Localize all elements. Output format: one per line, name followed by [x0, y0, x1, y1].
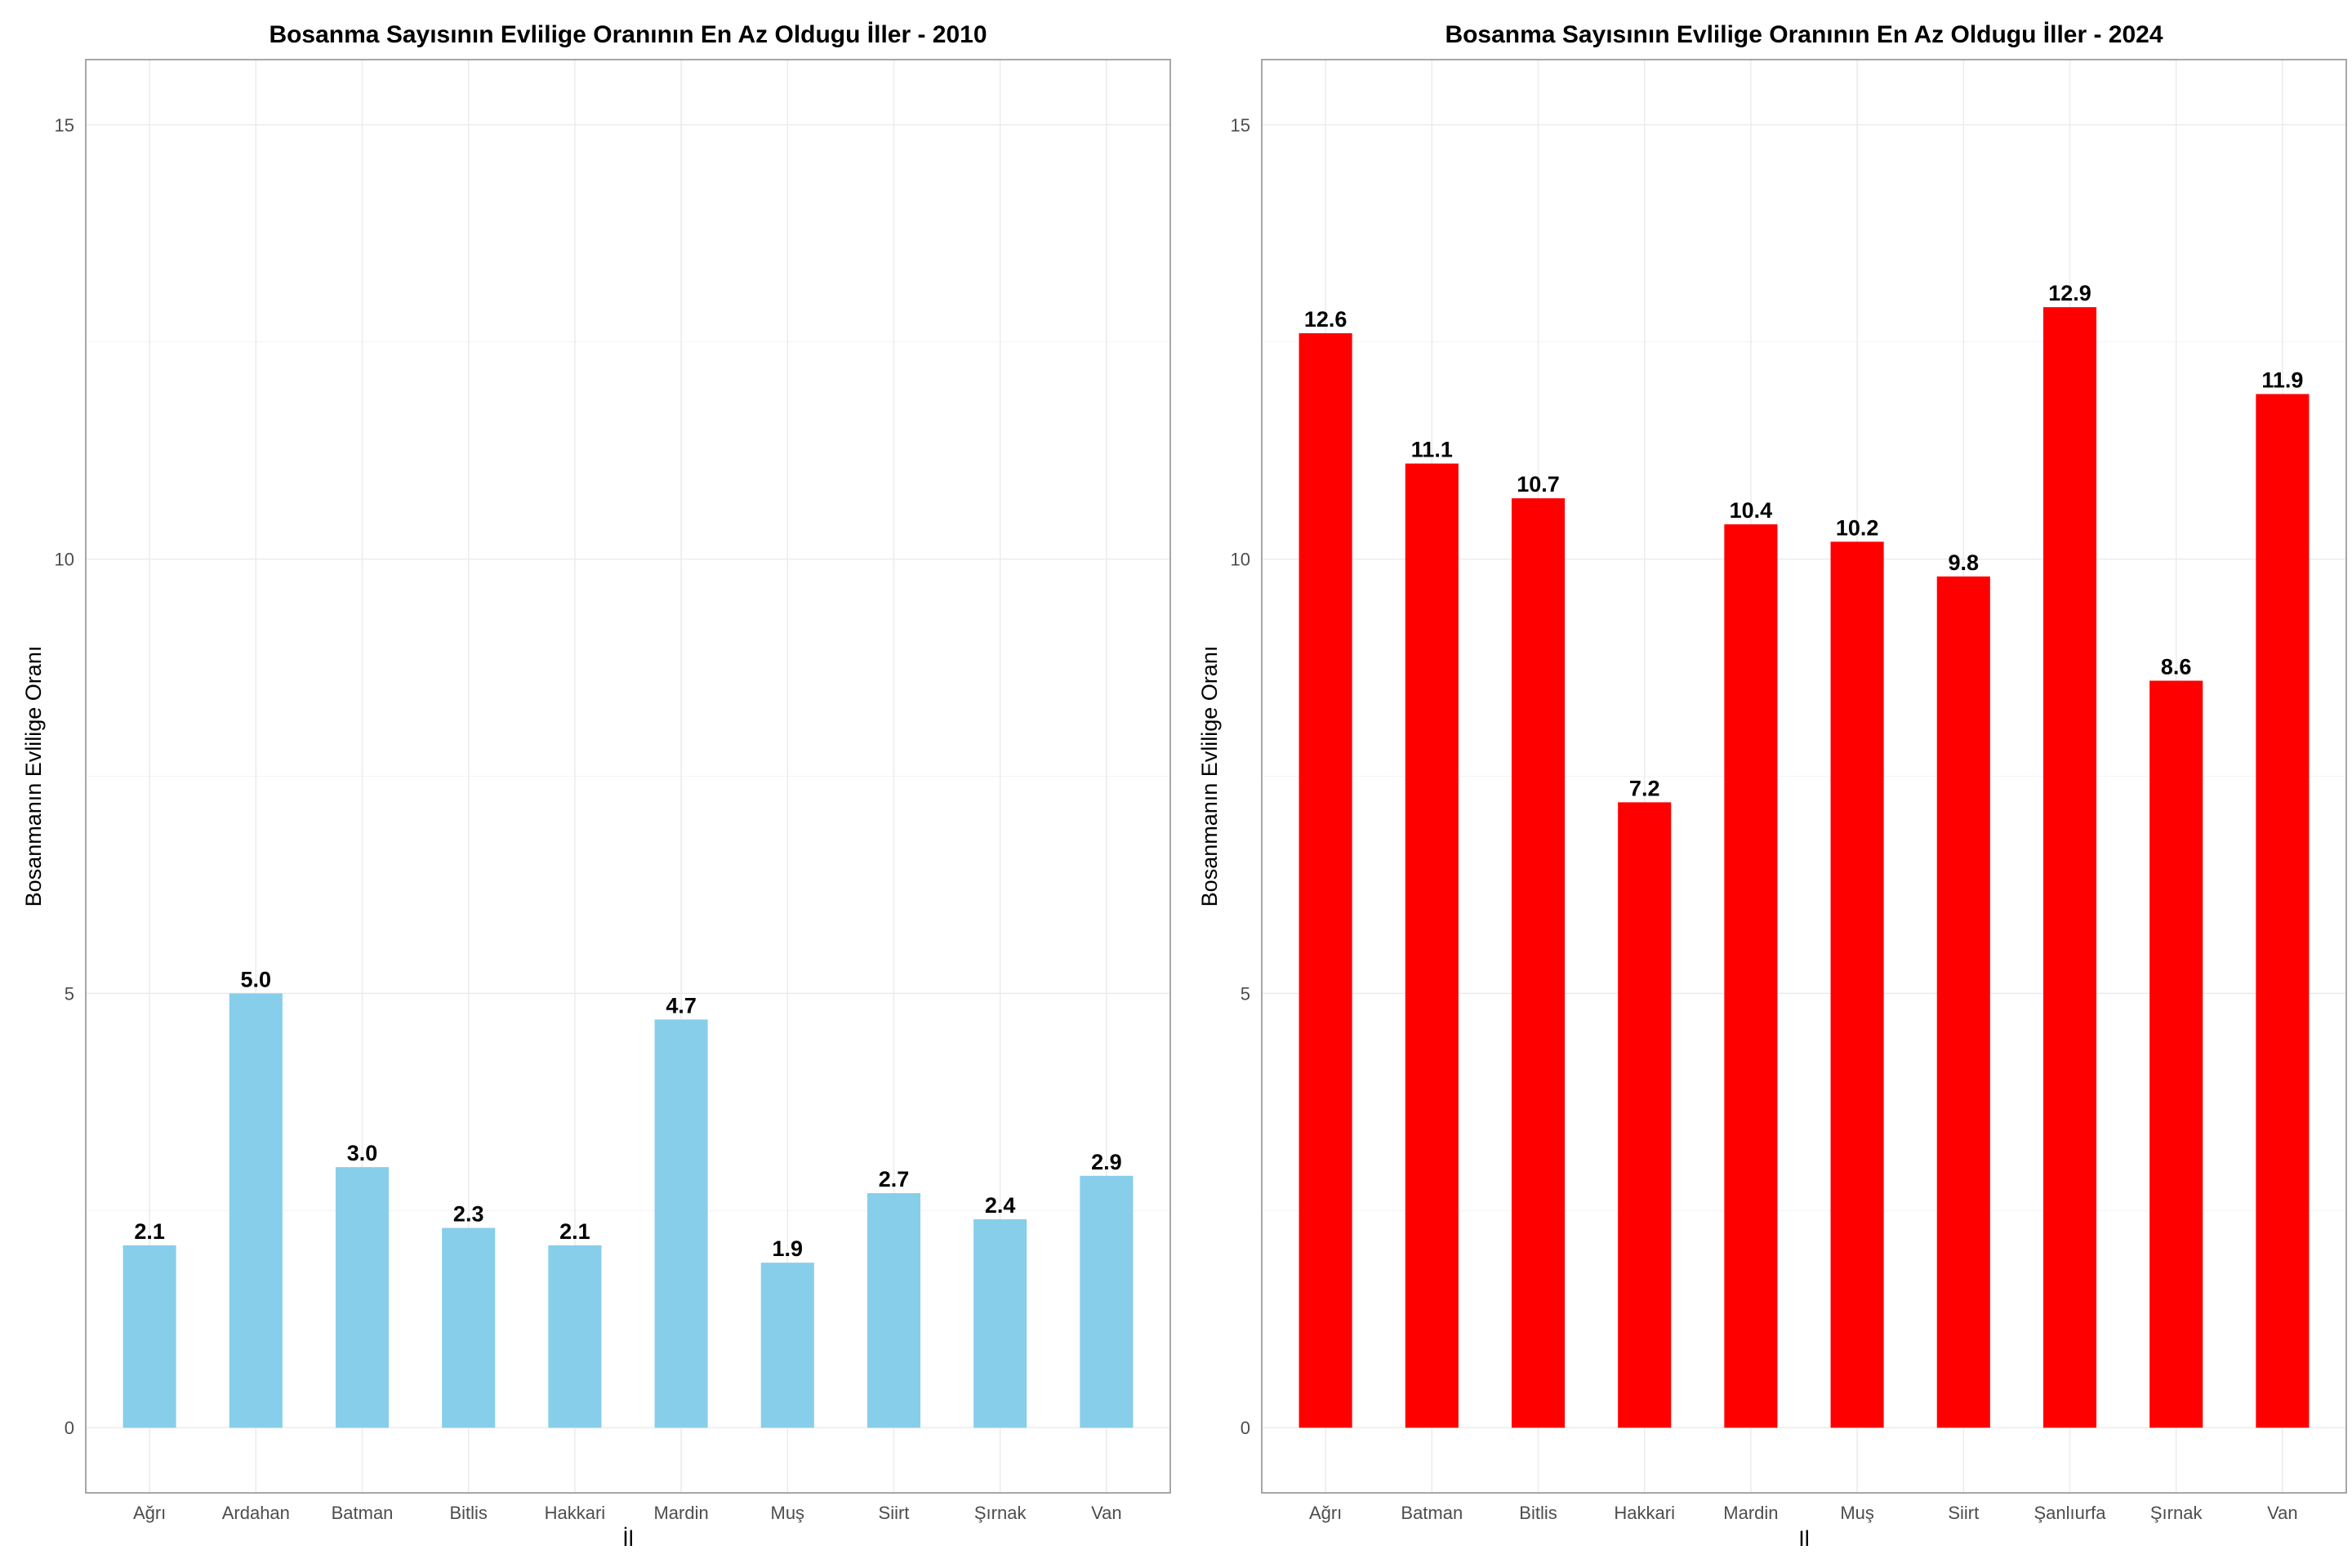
data-label: 2.3 — [453, 1202, 484, 1227]
x-tick-label: Siirt — [1948, 1503, 1979, 1523]
bar — [2042, 307, 2097, 1428]
data-label: 2.1 — [134, 1219, 165, 1244]
bar — [1936, 576, 1990, 1428]
bar — [335, 1167, 390, 1428]
x-tick-label: Şırnak — [974, 1503, 1027, 1523]
x-tick-label: Mardin — [653, 1503, 708, 1523]
bar — [122, 1245, 176, 1428]
data-label: 12.6 — [1304, 307, 1348, 332]
y-tick-label: 0 — [65, 1418, 74, 1438]
data-label: 7.2 — [1629, 776, 1660, 800]
x-tick-label: Van — [1091, 1503, 1122, 1523]
chart-title: Bosanma Sayısının Evlilige Oranının En A… — [1445, 21, 2163, 48]
x-tick-label: Ağrı — [133, 1503, 166, 1523]
data-label: 5.0 — [241, 967, 272, 991]
data-label: 1.9 — [773, 1236, 804, 1261]
bars: 12.6 11.1 10.7 7.2 10.4 10.2 9.8 12.9 8.6 11.9 — [1298, 281, 2310, 1428]
bar — [654, 1019, 708, 1428]
x-tick-label: Hakkari — [545, 1503, 606, 1523]
data-label: 11.9 — [2261, 368, 2303, 393]
data-label: 10.4 — [1730, 498, 1773, 523]
bar — [1830, 541, 1884, 1428]
plot-panel-border — [1261, 59, 2347, 1494]
y-axis-title: Bosanmanın Evlilige Oranı — [21, 646, 46, 907]
x-tick-label: Hakkari — [1614, 1503, 1675, 1523]
x-tick-label: Siirt — [879, 1503, 910, 1523]
y-axis-title: Bosanmanın Evlilige Oranı — [1197, 646, 1222, 907]
data-label: 10.2 — [1836, 515, 1879, 540]
bar — [973, 1218, 1027, 1428]
x-tick-label: Batman — [332, 1503, 394, 1523]
x-tick-label: Ağrı — [1309, 1503, 1342, 1523]
x-axis-ticks: Ağrı Batman Bitlis Hakkari Mardin Muş Siirt Şan… — [1309, 1503, 2298, 1523]
bar — [1405, 463, 1459, 1428]
data-label: 12.9 — [2048, 281, 2091, 305]
data-label: 2.7 — [879, 1167, 910, 1192]
x-tick-label: Van — [2267, 1503, 2298, 1523]
data-label: 10.7 — [1517, 472, 1560, 497]
chart-title: Bosanma Sayısının Evlilige Oranının En A… — [269, 21, 987, 48]
data-label: 8.6 — [2161, 655, 2192, 679]
y-tick-label: 15 — [55, 115, 74, 136]
x-axis-title: Il — [1798, 1526, 1810, 1551]
y-tick-label: 15 — [1231, 115, 1250, 136]
bars: 2.1 5.0 3.0 2.3 2.1 4.7 1.9 2.7 2.4 2.9 — [122, 967, 1134, 1428]
x-tick-label: Muş — [1840, 1503, 1874, 1523]
data-label: 3.0 — [347, 1141, 378, 1165]
x-tick-label: Batman — [1401, 1503, 1463, 1523]
data-label: 2.4 — [985, 1193, 1016, 1218]
data-label: 2.9 — [1091, 1150, 1122, 1174]
x-tick-label: Ardahan — [222, 1503, 290, 1523]
x-axis-title: İl — [622, 1526, 634, 1551]
chart-2010: Bosanma Sayısının Evlilige Oranının En A… — [21, 21, 1171, 1551]
y-axis-ticks: 0 5 10 15 — [55, 115, 74, 1438]
bar — [1724, 524, 1778, 1428]
bar — [548, 1245, 602, 1428]
y-tick-label: 10 — [1231, 550, 1250, 570]
bar — [1080, 1175, 1134, 1428]
data-label: 2.1 — [559, 1219, 590, 1244]
x-tick-label: Bitlis — [1519, 1503, 1557, 1523]
x-tick-label: Bitlis — [449, 1503, 487, 1523]
data-label: 9.8 — [1949, 550, 1980, 575]
chart-2024: Bosanma Sayısının Evlilige Oranının En A… — [1197, 21, 2347, 1551]
x-tick-label: Muş — [771, 1503, 805, 1523]
data-label: 11.1 — [1411, 438, 1453, 462]
plot-panel-border — [85, 59, 1171, 1494]
y-tick-label: 10 — [55, 550, 74, 570]
bar — [2256, 394, 2310, 1428]
x-tick-label: Şırnak — [2150, 1503, 2203, 1523]
y-tick-label: 5 — [65, 983, 74, 1004]
x-tick-label: Şanlıurfa — [2034, 1503, 2106, 1523]
bar — [2149, 680, 2203, 1428]
y-tick-label: 5 — [1241, 983, 1250, 1004]
bar — [866, 1193, 921, 1428]
x-tick-label: Mardin — [1723, 1503, 1778, 1523]
y-axis-ticks: 0 5 10 15 — [1231, 115, 1250, 1438]
bar — [760, 1263, 814, 1428]
bar — [1618, 802, 1672, 1428]
bar — [1511, 498, 1566, 1428]
y-tick-label: 0 — [1241, 1418, 1250, 1438]
bar — [1298, 333, 1352, 1428]
data-label: 4.7 — [666, 993, 697, 1018]
x-axis-ticks: Ağrı Ardahan Batman Bitlis Hakkari Mardin Muş S… — [133, 1503, 1122, 1523]
bar — [442, 1227, 496, 1428]
bar — [229, 993, 283, 1428]
